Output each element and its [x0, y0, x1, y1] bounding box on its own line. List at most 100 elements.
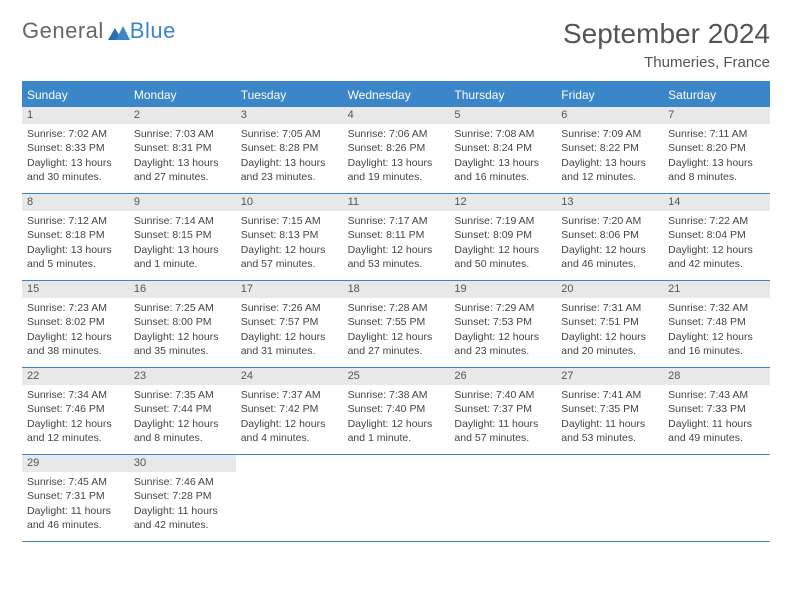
weeks-container: 1Sunrise: 7:02 AMSunset: 8:33 PMDaylight…: [22, 107, 770, 542]
sunset-line: Sunset: 7:31 PM: [27, 489, 124, 503]
sunrise-line: Sunrise: 7:14 AM: [134, 214, 231, 228]
sunset-line: Sunset: 8:04 PM: [668, 228, 765, 242]
day-cell: 8Sunrise: 7:12 AMSunset: 8:18 PMDaylight…: [22, 194, 129, 280]
logo-text-1: General: [22, 18, 104, 44]
daylight-line: Daylight: 11 hours and 49 minutes.: [668, 417, 765, 445]
daylight-line: Daylight: 12 hours and 57 minutes.: [241, 243, 338, 271]
day-cell: 19Sunrise: 7:29 AMSunset: 7:53 PMDayligh…: [449, 281, 556, 367]
day-body: Sunrise: 7:41 AMSunset: 7:35 PMDaylight:…: [556, 385, 663, 449]
title-block: September 2024 Thumeries, France: [563, 18, 770, 71]
day-body: Sunrise: 7:26 AMSunset: 7:57 PMDaylight:…: [236, 298, 343, 362]
day-number: 21: [663, 281, 770, 298]
week-row: 1Sunrise: 7:02 AMSunset: 8:33 PMDaylight…: [22, 107, 770, 194]
sunrise-line: Sunrise: 7:37 AM: [241, 388, 338, 402]
week-row: 8Sunrise: 7:12 AMSunset: 8:18 PMDaylight…: [22, 194, 770, 281]
day-number: 6: [556, 107, 663, 124]
daylight-line: Daylight: 13 hours and 1 minute.: [134, 243, 231, 271]
sunset-line: Sunset: 7:42 PM: [241, 402, 338, 416]
sunrise-line: Sunrise: 7:06 AM: [348, 127, 445, 141]
sunset-line: Sunset: 8:31 PM: [134, 141, 231, 155]
day-cell: 12Sunrise: 7:19 AMSunset: 8:09 PMDayligh…: [449, 194, 556, 280]
daylight-line: Daylight: 12 hours and 16 minutes.: [668, 330, 765, 358]
day-body: Sunrise: 7:05 AMSunset: 8:28 PMDaylight:…: [236, 124, 343, 188]
day-body: Sunrise: 7:06 AMSunset: 8:26 PMDaylight:…: [343, 124, 450, 188]
day-body: Sunrise: 7:09 AMSunset: 8:22 PMDaylight:…: [556, 124, 663, 188]
daylight-line: Daylight: 13 hours and 27 minutes.: [134, 156, 231, 184]
daylight-line: Daylight: 11 hours and 57 minutes.: [454, 417, 551, 445]
sunrise-line: Sunrise: 7:26 AM: [241, 301, 338, 315]
day-body: Sunrise: 7:14 AMSunset: 8:15 PMDaylight:…: [129, 211, 236, 275]
logo: General Blue: [22, 18, 176, 44]
day-body: Sunrise: 7:28 AMSunset: 7:55 PMDaylight:…: [343, 298, 450, 362]
day-number: 3: [236, 107, 343, 124]
daylight-line: Daylight: 12 hours and 12 minutes.: [27, 417, 124, 445]
sunset-line: Sunset: 7:44 PM: [134, 402, 231, 416]
week-row: 29Sunrise: 7:45 AMSunset: 7:31 PMDayligh…: [22, 455, 770, 542]
sunset-line: Sunset: 8:26 PM: [348, 141, 445, 155]
day-body: Sunrise: 7:17 AMSunset: 8:11 PMDaylight:…: [343, 211, 450, 275]
week-row: 22Sunrise: 7:34 AMSunset: 7:46 PMDayligh…: [22, 368, 770, 455]
daylight-line: Daylight: 12 hours and 46 minutes.: [561, 243, 658, 271]
day-body: Sunrise: 7:20 AMSunset: 8:06 PMDaylight:…: [556, 211, 663, 275]
day-body: Sunrise: 7:43 AMSunset: 7:33 PMDaylight:…: [663, 385, 770, 449]
day-body: Sunrise: 7:25 AMSunset: 8:00 PMDaylight:…: [129, 298, 236, 362]
sunset-line: Sunset: 8:06 PM: [561, 228, 658, 242]
day-number: 20: [556, 281, 663, 298]
sunset-line: Sunset: 7:40 PM: [348, 402, 445, 416]
day-cell: 9Sunrise: 7:14 AMSunset: 8:15 PMDaylight…: [129, 194, 236, 280]
sunrise-line: Sunrise: 7:40 AM: [454, 388, 551, 402]
sunrise-line: Sunrise: 7:22 AM: [668, 214, 765, 228]
logo-icon: [108, 20, 130, 46]
day-number: 9: [129, 194, 236, 211]
sunrise-line: Sunrise: 7:31 AM: [561, 301, 658, 315]
daylight-line: Daylight: 13 hours and 23 minutes.: [241, 156, 338, 184]
day-cell: 20Sunrise: 7:31 AMSunset: 7:51 PMDayligh…: [556, 281, 663, 367]
day-cell: 6Sunrise: 7:09 AMSunset: 8:22 PMDaylight…: [556, 107, 663, 193]
sunrise-line: Sunrise: 7:17 AM: [348, 214, 445, 228]
sunset-line: Sunset: 8:15 PM: [134, 228, 231, 242]
day-body: Sunrise: 7:34 AMSunset: 7:46 PMDaylight:…: [22, 385, 129, 449]
day-number: 19: [449, 281, 556, 298]
day-number: 17: [236, 281, 343, 298]
page-subtitle: Thumeries, France: [563, 54, 770, 71]
day-body: Sunrise: 7:32 AMSunset: 7:48 PMDaylight:…: [663, 298, 770, 362]
daylight-line: Daylight: 13 hours and 12 minutes.: [561, 156, 658, 184]
day-body: Sunrise: 7:29 AMSunset: 7:53 PMDaylight:…: [449, 298, 556, 362]
day-number: 25: [343, 368, 450, 385]
logo-text-2: Blue: [130, 18, 176, 44]
day-number: 12: [449, 194, 556, 211]
daylight-line: Daylight: 11 hours and 46 minutes.: [27, 504, 124, 532]
day-body: Sunrise: 7:31 AMSunset: 7:51 PMDaylight:…: [556, 298, 663, 362]
daylight-line: Daylight: 13 hours and 16 minutes.: [454, 156, 551, 184]
weekday-thursday: Thursday: [449, 84, 556, 107]
sunset-line: Sunset: 8:24 PM: [454, 141, 551, 155]
day-cell: 25Sunrise: 7:38 AMSunset: 7:40 PMDayligh…: [343, 368, 450, 454]
day-number: 7: [663, 107, 770, 124]
day-body: Sunrise: 7:11 AMSunset: 8:20 PMDaylight:…: [663, 124, 770, 188]
day-cell: 11Sunrise: 7:17 AMSunset: 8:11 PMDayligh…: [343, 194, 450, 280]
sunset-line: Sunset: 7:57 PM: [241, 315, 338, 329]
day-body: Sunrise: 7:03 AMSunset: 8:31 PMDaylight:…: [129, 124, 236, 188]
sunset-line: Sunset: 7:37 PM: [454, 402, 551, 416]
daylight-line: Daylight: 11 hours and 42 minutes.: [134, 504, 231, 532]
daylight-line: Daylight: 12 hours and 8 minutes.: [134, 417, 231, 445]
day-body: Sunrise: 7:02 AMSunset: 8:33 PMDaylight:…: [22, 124, 129, 188]
daylight-line: Daylight: 12 hours and 38 minutes.: [27, 330, 124, 358]
sunset-line: Sunset: 7:46 PM: [27, 402, 124, 416]
day-number: 28: [663, 368, 770, 385]
daylight-line: Daylight: 12 hours and 35 minutes.: [134, 330, 231, 358]
week-row: 15Sunrise: 7:23 AMSunset: 8:02 PMDayligh…: [22, 281, 770, 368]
day-cell: [556, 455, 663, 541]
daylight-line: Daylight: 12 hours and 53 minutes.: [348, 243, 445, 271]
day-number: 23: [129, 368, 236, 385]
daylight-line: Daylight: 12 hours and 27 minutes.: [348, 330, 445, 358]
daylight-line: Daylight: 12 hours and 23 minutes.: [454, 330, 551, 358]
sunrise-line: Sunrise: 7:08 AM: [454, 127, 551, 141]
day-number: 27: [556, 368, 663, 385]
sunrise-line: Sunrise: 7:35 AM: [134, 388, 231, 402]
daylight-line: Daylight: 12 hours and 4 minutes.: [241, 417, 338, 445]
day-cell: 14Sunrise: 7:22 AMSunset: 8:04 PMDayligh…: [663, 194, 770, 280]
day-number: 1: [22, 107, 129, 124]
daylight-line: Daylight: 12 hours and 20 minutes.: [561, 330, 658, 358]
day-body: Sunrise: 7:45 AMSunset: 7:31 PMDaylight:…: [22, 472, 129, 536]
